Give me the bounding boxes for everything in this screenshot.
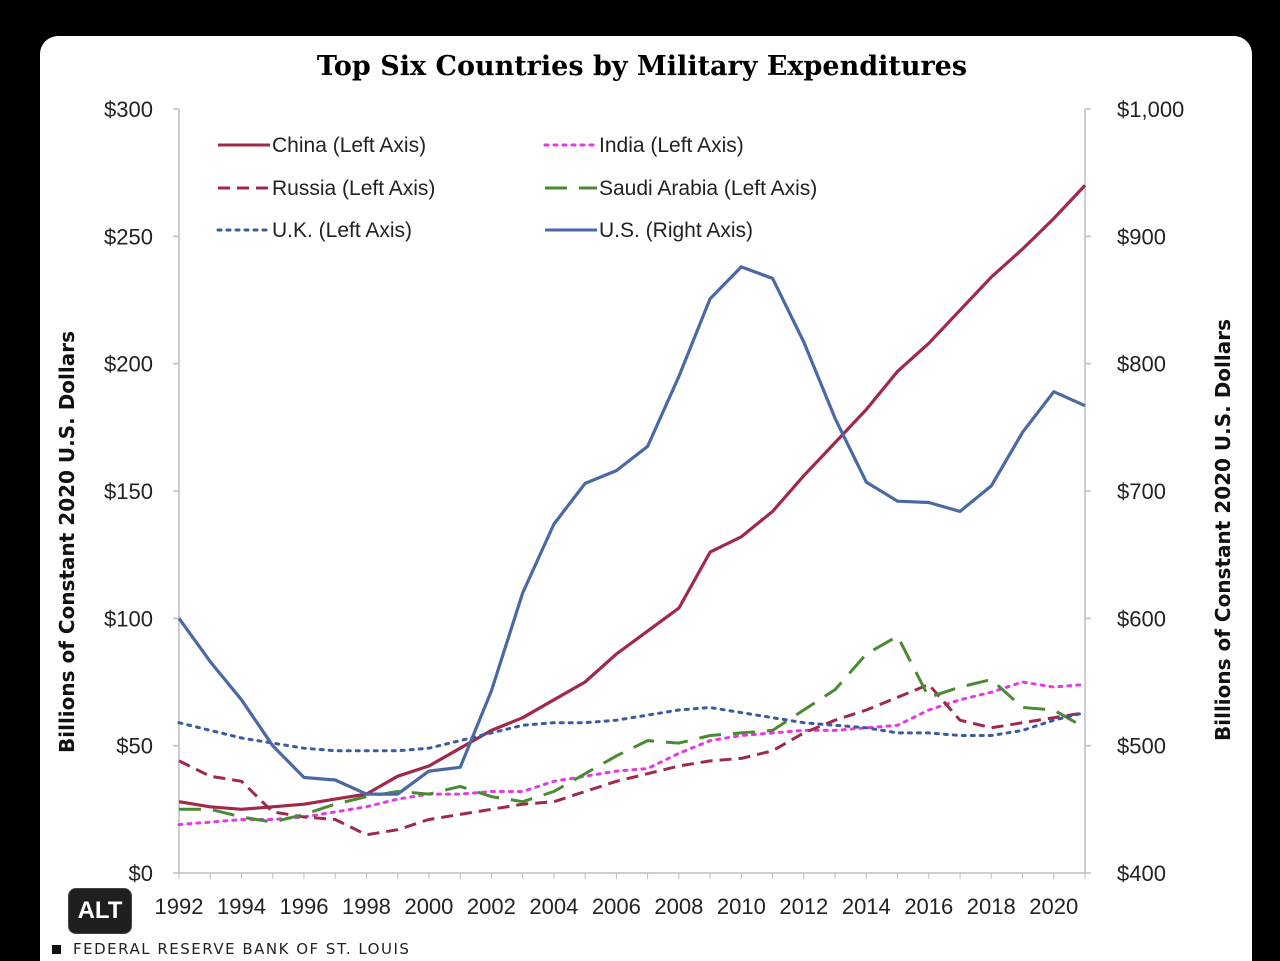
series-line-uk: [177, 706, 1087, 753]
x-tick-label: 2000: [404, 894, 453, 919]
series-line-india: [177, 680, 1087, 827]
right-axis-ticks: $400 $500 $600 $700 $800 $900 $1,000: [1085, 97, 1184, 886]
x-tick-label: 2010: [717, 894, 766, 919]
left-tick-label: $50: [116, 734, 153, 759]
left-axis-ticks: $0 $50 $100 $150 $200 $250 $300: [104, 97, 179, 886]
x-tick-label: 1996: [279, 894, 328, 919]
legend-entry-label: U.K. (Left Axis): [272, 219, 412, 242]
right-tick-label: $400: [1117, 861, 1166, 886]
x-tick-label: 2006: [592, 894, 641, 919]
right-tick-label: $600: [1117, 606, 1166, 631]
source-text: FEDERAL RESERVE BANK OF ST. LOUIS: [73, 940, 411, 958]
chart-card: Top Six Countries by Military Expenditur…: [40, 36, 1252, 961]
x-tick-label: 1992: [155, 894, 204, 919]
left-tick-label: $100: [104, 606, 153, 631]
series-line-china: [178, 184, 1087, 811]
series-line-us: [177, 265, 1086, 796]
right-tick-label: $500: [1117, 734, 1166, 759]
legend-entry-label: Russia (Left Axis): [272, 177, 435, 200]
alt-text-badge[interactable]: ALT: [68, 888, 132, 934]
x-tick-label: 2014: [842, 894, 891, 919]
x-tick-label: 2008: [654, 894, 703, 919]
x-tick-label: 1998: [342, 894, 391, 919]
x-tick-label: 1994: [217, 894, 266, 919]
legend-entry-label: China (Left Axis): [272, 134, 426, 157]
legend-entry-label: Saudi Arabia (Left Axis): [599, 177, 817, 200]
x-tick-label: 2012: [779, 894, 828, 919]
chart-title: Top Six Countries by Military Expenditur…: [317, 51, 967, 82]
x-tick-label: 2002: [467, 894, 516, 919]
legend: China (Left Axis) India (Left Axis) Russia…: [216, 134, 817, 242]
source-square-icon: [52, 944, 61, 954]
left-tick-label: $300: [104, 97, 153, 122]
legend-entry-label: U.S. (Right Axis): [599, 219, 753, 242]
top-strip: [0, 0, 1280, 8]
x-tick-label: 2016: [904, 894, 953, 919]
series-lines: [177, 184, 1087, 837]
line-chart: Top Six Countries by Military Expenditur…: [55, 51, 1235, 919]
left-tick-label: $250: [104, 224, 153, 249]
left-tick-label: $150: [104, 479, 153, 504]
right-tick-label: $800: [1117, 352, 1166, 377]
right-axis-label: Billions of Constant 2020 U.S. Dollars: [1211, 319, 1235, 741]
series-line-russia: [178, 683, 1086, 837]
x-tick-label: 2020: [1029, 894, 1078, 919]
right-tick-label: $900: [1117, 224, 1166, 249]
left-tick-label: $0: [129, 861, 153, 886]
x-tick-label: 2018: [967, 894, 1016, 919]
x-tick-label: 2004: [529, 894, 578, 919]
left-axis-label: Billions of Constant 2020 U.S. Dollars: [55, 331, 79, 753]
right-tick-label: $1,000: [1117, 97, 1184, 122]
right-tick-label: $700: [1117, 479, 1166, 504]
source-credit: FEDERAL RESERVE BANK OF ST. LOUIS: [52, 938, 410, 960]
series-line-saudi: [179, 634, 1086, 824]
left-tick-label: $200: [104, 352, 153, 377]
legend-entry-label: India (Left Axis): [599, 134, 744, 157]
x-axis-ticks: 1992 1994 1996 1998 2000 2002 2004 2006 2008 2010…: [155, 873, 1086, 919]
